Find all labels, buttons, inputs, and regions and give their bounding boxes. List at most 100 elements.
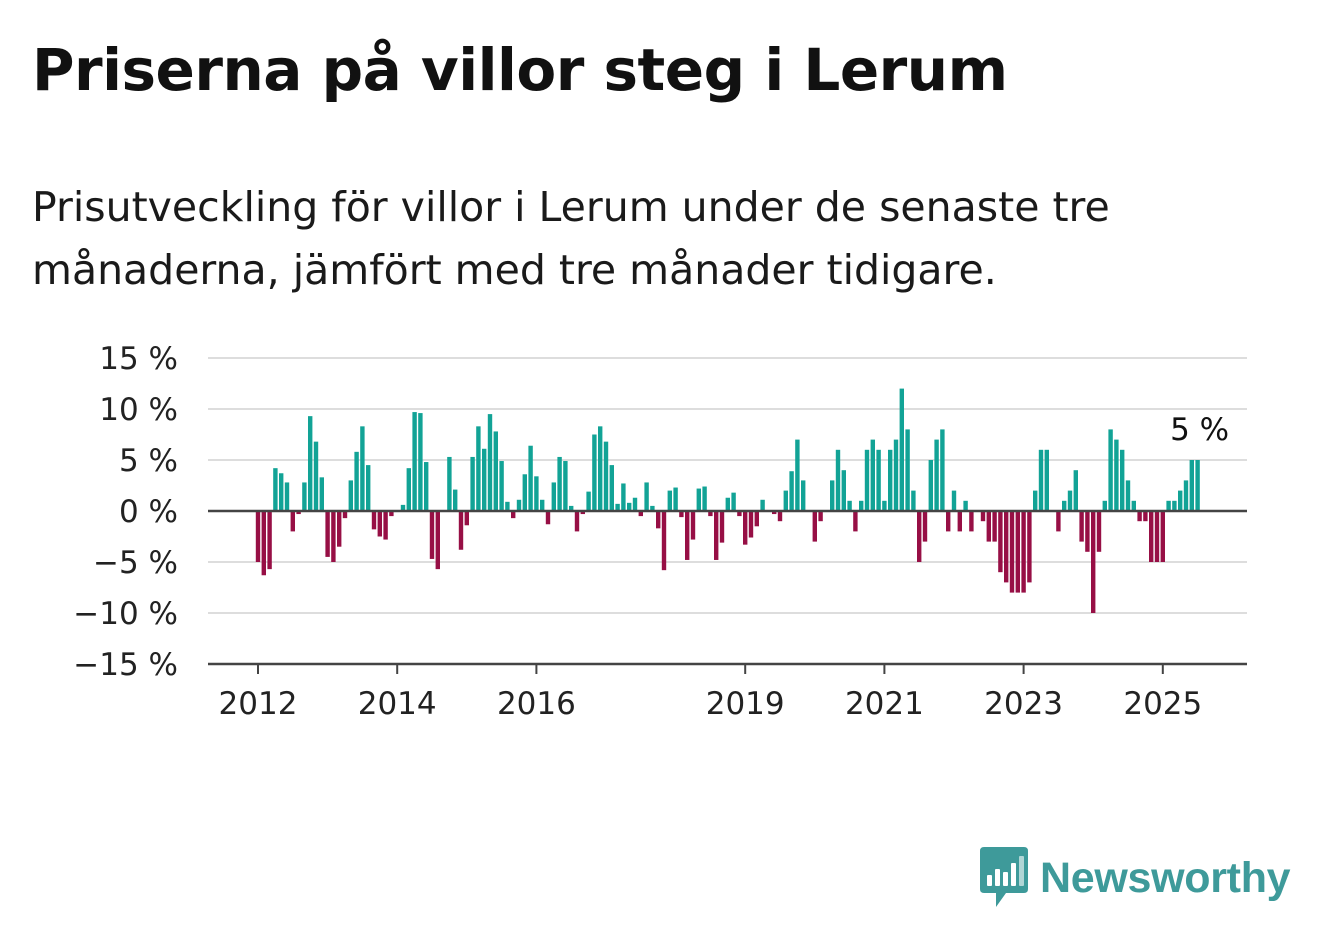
bar <box>563 461 568 511</box>
bar <box>331 511 336 562</box>
axes <box>208 509 1247 674</box>
bar <box>1195 460 1200 511</box>
bar <box>743 511 748 545</box>
newsworthy-logo-icon <box>980 847 1028 907</box>
bar <box>1149 511 1154 562</box>
bar <box>1178 490 1183 511</box>
bar <box>603 441 609 511</box>
bar <box>1021 511 1026 593</box>
y-tick-label: 15 % <box>99 341 178 377</box>
bar <box>951 490 957 511</box>
bar <box>992 511 997 542</box>
bar <box>569 505 574 511</box>
bar <box>482 448 487 511</box>
bar <box>1183 480 1189 511</box>
bar <box>302 482 307 511</box>
bar <box>963 500 968 511</box>
bar <box>313 441 319 511</box>
bar <box>609 465 614 511</box>
bar <box>667 490 672 511</box>
bar <box>1015 511 1020 593</box>
bar <box>899 388 904 511</box>
bar <box>505 501 510 511</box>
bar <box>893 439 899 511</box>
bar <box>708 511 713 517</box>
bar <box>801 480 806 511</box>
y-tick-label: −5 % <box>93 545 178 581</box>
bar <box>725 497 730 511</box>
bar <box>592 434 597 511</box>
chart-subtitle: Prisutveckling för villor i Lerum under … <box>32 183 1110 294</box>
bar <box>922 511 928 542</box>
bar <box>348 480 353 511</box>
bar <box>1172 500 1177 511</box>
bar <box>435 511 440 570</box>
bar <box>1096 511 1102 552</box>
bar <box>760 499 765 511</box>
bar <box>470 456 475 511</box>
latest-value-annotation: 5 % <box>1170 412 1229 448</box>
bar <box>406 468 411 511</box>
bar <box>1166 500 1171 511</box>
bar <box>656 511 661 529</box>
bar <box>261 511 266 576</box>
x-tick-label: 2014 <box>358 686 437 722</box>
bar <box>621 483 626 511</box>
bar <box>1131 500 1136 511</box>
bar <box>574 511 580 532</box>
bar <box>464 511 469 526</box>
bar <box>383 511 388 540</box>
bar <box>980 511 986 522</box>
bar <box>1085 511 1090 552</box>
bar <box>337 511 342 547</box>
bar <box>986 511 991 542</box>
bar <box>830 480 835 511</box>
brand-name: Newsworthy <box>1040 853 1291 902</box>
bar <box>841 470 846 511</box>
bar <box>917 511 922 562</box>
bar <box>905 429 910 511</box>
bar <box>650 505 655 511</box>
bar <box>870 439 875 511</box>
bar <box>389 511 394 517</box>
bar <box>360 426 365 511</box>
bar <box>1044 449 1049 511</box>
bar <box>1120 449 1125 511</box>
bar <box>934 439 939 511</box>
bar <box>354 451 359 511</box>
bar <box>685 511 690 560</box>
bar <box>777 511 783 522</box>
bar <box>1079 511 1084 542</box>
bar <box>493 431 498 511</box>
bar <box>1114 439 1119 511</box>
chart-title: Priserna på villor steg i Lerum <box>32 36 1008 104</box>
bar <box>267 511 272 570</box>
bar <box>279 473 284 511</box>
bar <box>714 511 719 560</box>
bar <box>447 456 452 511</box>
bar <box>476 426 481 511</box>
bar <box>1137 511 1142 522</box>
bar <box>371 511 377 530</box>
y-tick-label: −15 % <box>73 647 178 683</box>
bar <box>627 502 632 511</box>
bar <box>632 497 638 511</box>
bar <box>789 471 794 511</box>
bar <box>511 511 516 519</box>
bar <box>928 460 933 511</box>
x-tick-label: 2023 <box>984 686 1063 722</box>
bar <box>748 511 754 538</box>
bars <box>255 388 1200 613</box>
bar <box>876 449 881 511</box>
y-tick-label: 5 % <box>119 443 178 479</box>
bar <box>818 511 823 522</box>
bar <box>1062 500 1067 511</box>
bar <box>783 490 788 511</box>
tick-labels: 15 % 10 % 5 % 0 % −5 % −10 % −15 % 2012 2014 2016… <box>73 341 1229 722</box>
bar <box>812 511 817 542</box>
bar <box>522 474 527 511</box>
bar <box>377 511 382 537</box>
bar <box>424 462 429 511</box>
bar <box>1125 480 1131 511</box>
bar <box>557 456 562 511</box>
